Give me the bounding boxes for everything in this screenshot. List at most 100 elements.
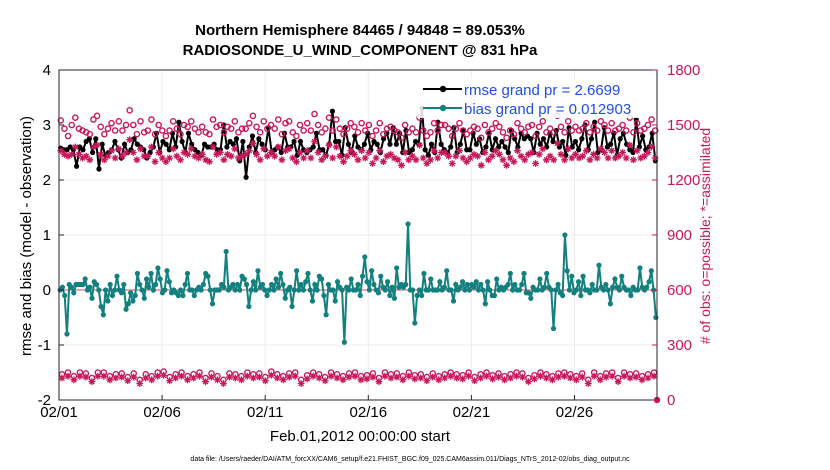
bias-point <box>382 287 388 293</box>
legend: rmse grand pr = 2.6699 bias grand pr = 0… <box>417 78 642 118</box>
bias-point <box>487 287 493 293</box>
obs-possible-point <box>260 118 268 125</box>
bias-point <box>191 292 197 299</box>
obs-possible-point <box>532 132 539 140</box>
obs-possible-point <box>322 125 329 132</box>
bias-point <box>80 281 86 288</box>
bias-point <box>409 287 416 293</box>
obs-possible-point <box>503 134 510 142</box>
obs-assimilated-point <box>372 154 380 162</box>
series-obs-assimilated-low- <box>58 371 658 387</box>
y-tick-label: 3 <box>43 117 51 134</box>
obs-assimilated-low--point <box>387 374 395 382</box>
bias-point <box>389 284 395 290</box>
bias-point <box>330 287 336 293</box>
obs-assimilated-point <box>249 139 257 147</box>
rmse-point <box>560 138 566 145</box>
obs-assimilated-point <box>604 154 612 162</box>
bias-point <box>473 279 479 285</box>
obs-assimilated-point <box>307 154 315 162</box>
rmse-point <box>93 136 99 142</box>
obs-possible-point <box>249 112 257 120</box>
obs-assimilated-low--point <box>357 376 365 384</box>
y-tick-label: -1 <box>38 337 51 354</box>
bias-point <box>564 268 570 274</box>
obs-possible-point <box>343 125 351 132</box>
obs-possible-point <box>456 119 463 127</box>
obs-assimilated-point <box>122 149 130 156</box>
bias-point <box>646 279 652 285</box>
obs-assimilated-point <box>376 147 384 155</box>
obs-possible-point <box>126 107 133 114</box>
obs-possible-point <box>409 125 416 132</box>
obs-possible-point <box>361 127 369 134</box>
obs-possible-point <box>499 129 507 136</box>
obs-possible-point <box>289 129 297 136</box>
bias-point <box>544 270 550 277</box>
x-tick-label: 02/21 <box>453 404 491 421</box>
bias-point <box>521 270 527 277</box>
rmse-point <box>438 141 444 147</box>
obs-possible-point <box>387 123 394 131</box>
bias-point <box>437 279 443 285</box>
obs-assimilated-low--point <box>130 373 138 381</box>
obs-possible-point <box>365 121 373 129</box>
obs-possible-point <box>300 127 307 134</box>
obs-assimilated-low--point <box>267 371 275 379</box>
obs-assimilated-point <box>521 156 529 164</box>
obs-assimilated-point <box>354 156 362 164</box>
obs-assimilated-low--point <box>279 376 287 384</box>
bias-point <box>375 290 382 296</box>
obs-possible-point <box>329 127 336 134</box>
obs-assimilated-point <box>619 149 626 156</box>
obs-assimilated-low--point <box>273 374 281 382</box>
bias-point <box>519 281 525 288</box>
bias-point <box>280 281 286 288</box>
rmse-point <box>640 133 646 139</box>
rmse-point <box>189 141 195 147</box>
bias-point <box>237 287 243 293</box>
obs-assimilated-point <box>361 154 369 162</box>
obs-assimilated-point <box>590 150 597 158</box>
obs-possible-point <box>104 125 112 132</box>
obs-assimilated-point <box>615 152 623 160</box>
rmse-point <box>448 144 454 150</box>
rmse-point <box>483 144 489 150</box>
rmse-point <box>499 138 505 145</box>
obs-assimilated-low--point <box>608 372 616 380</box>
obs-assimilated-low--point <box>243 372 251 380</box>
bias-point <box>296 287 302 293</box>
bias-point <box>241 276 247 282</box>
bias-point <box>150 287 156 293</box>
obs-possible-point <box>380 130 387 138</box>
obs-possible-point <box>615 125 623 132</box>
obs-possible-point <box>111 127 119 134</box>
bias-point <box>223 248 229 255</box>
obs-possible-point <box>216 121 224 129</box>
bias-point <box>610 284 616 290</box>
obs-possible-point <box>376 119 384 127</box>
obs-assimilated-point <box>148 143 155 151</box>
obs-assimilated-low--point <box>369 373 377 381</box>
obs-possible-point <box>93 112 101 120</box>
bias-point <box>594 287 600 293</box>
legend-bias-marker <box>439 104 447 112</box>
obs-assimilated-low--point <box>441 374 449 382</box>
obs-assimilated-point <box>332 143 340 151</box>
obs-assimilated-low--point <box>136 380 144 387</box>
obs-assimilated-point <box>195 154 202 162</box>
obs-possible-point <box>97 123 104 131</box>
obs-assimilated-low--point <box>303 375 311 383</box>
obs-assimilated-low--point <box>249 374 257 382</box>
rmse-point <box>576 147 582 153</box>
obs-possible-point <box>448 132 456 140</box>
obs-assimilated-point <box>358 147 366 155</box>
bias-point <box>441 284 448 290</box>
y-right-tick-label: 900 <box>667 227 692 244</box>
obs-possible-point <box>427 129 434 136</box>
obs-assimilated-point <box>572 150 579 158</box>
obs-assimilated-low--point <box>321 377 329 385</box>
bias-point <box>105 298 111 304</box>
obs-assimilated-low--point <box>536 372 544 380</box>
obs-assimilated-point <box>564 145 572 153</box>
